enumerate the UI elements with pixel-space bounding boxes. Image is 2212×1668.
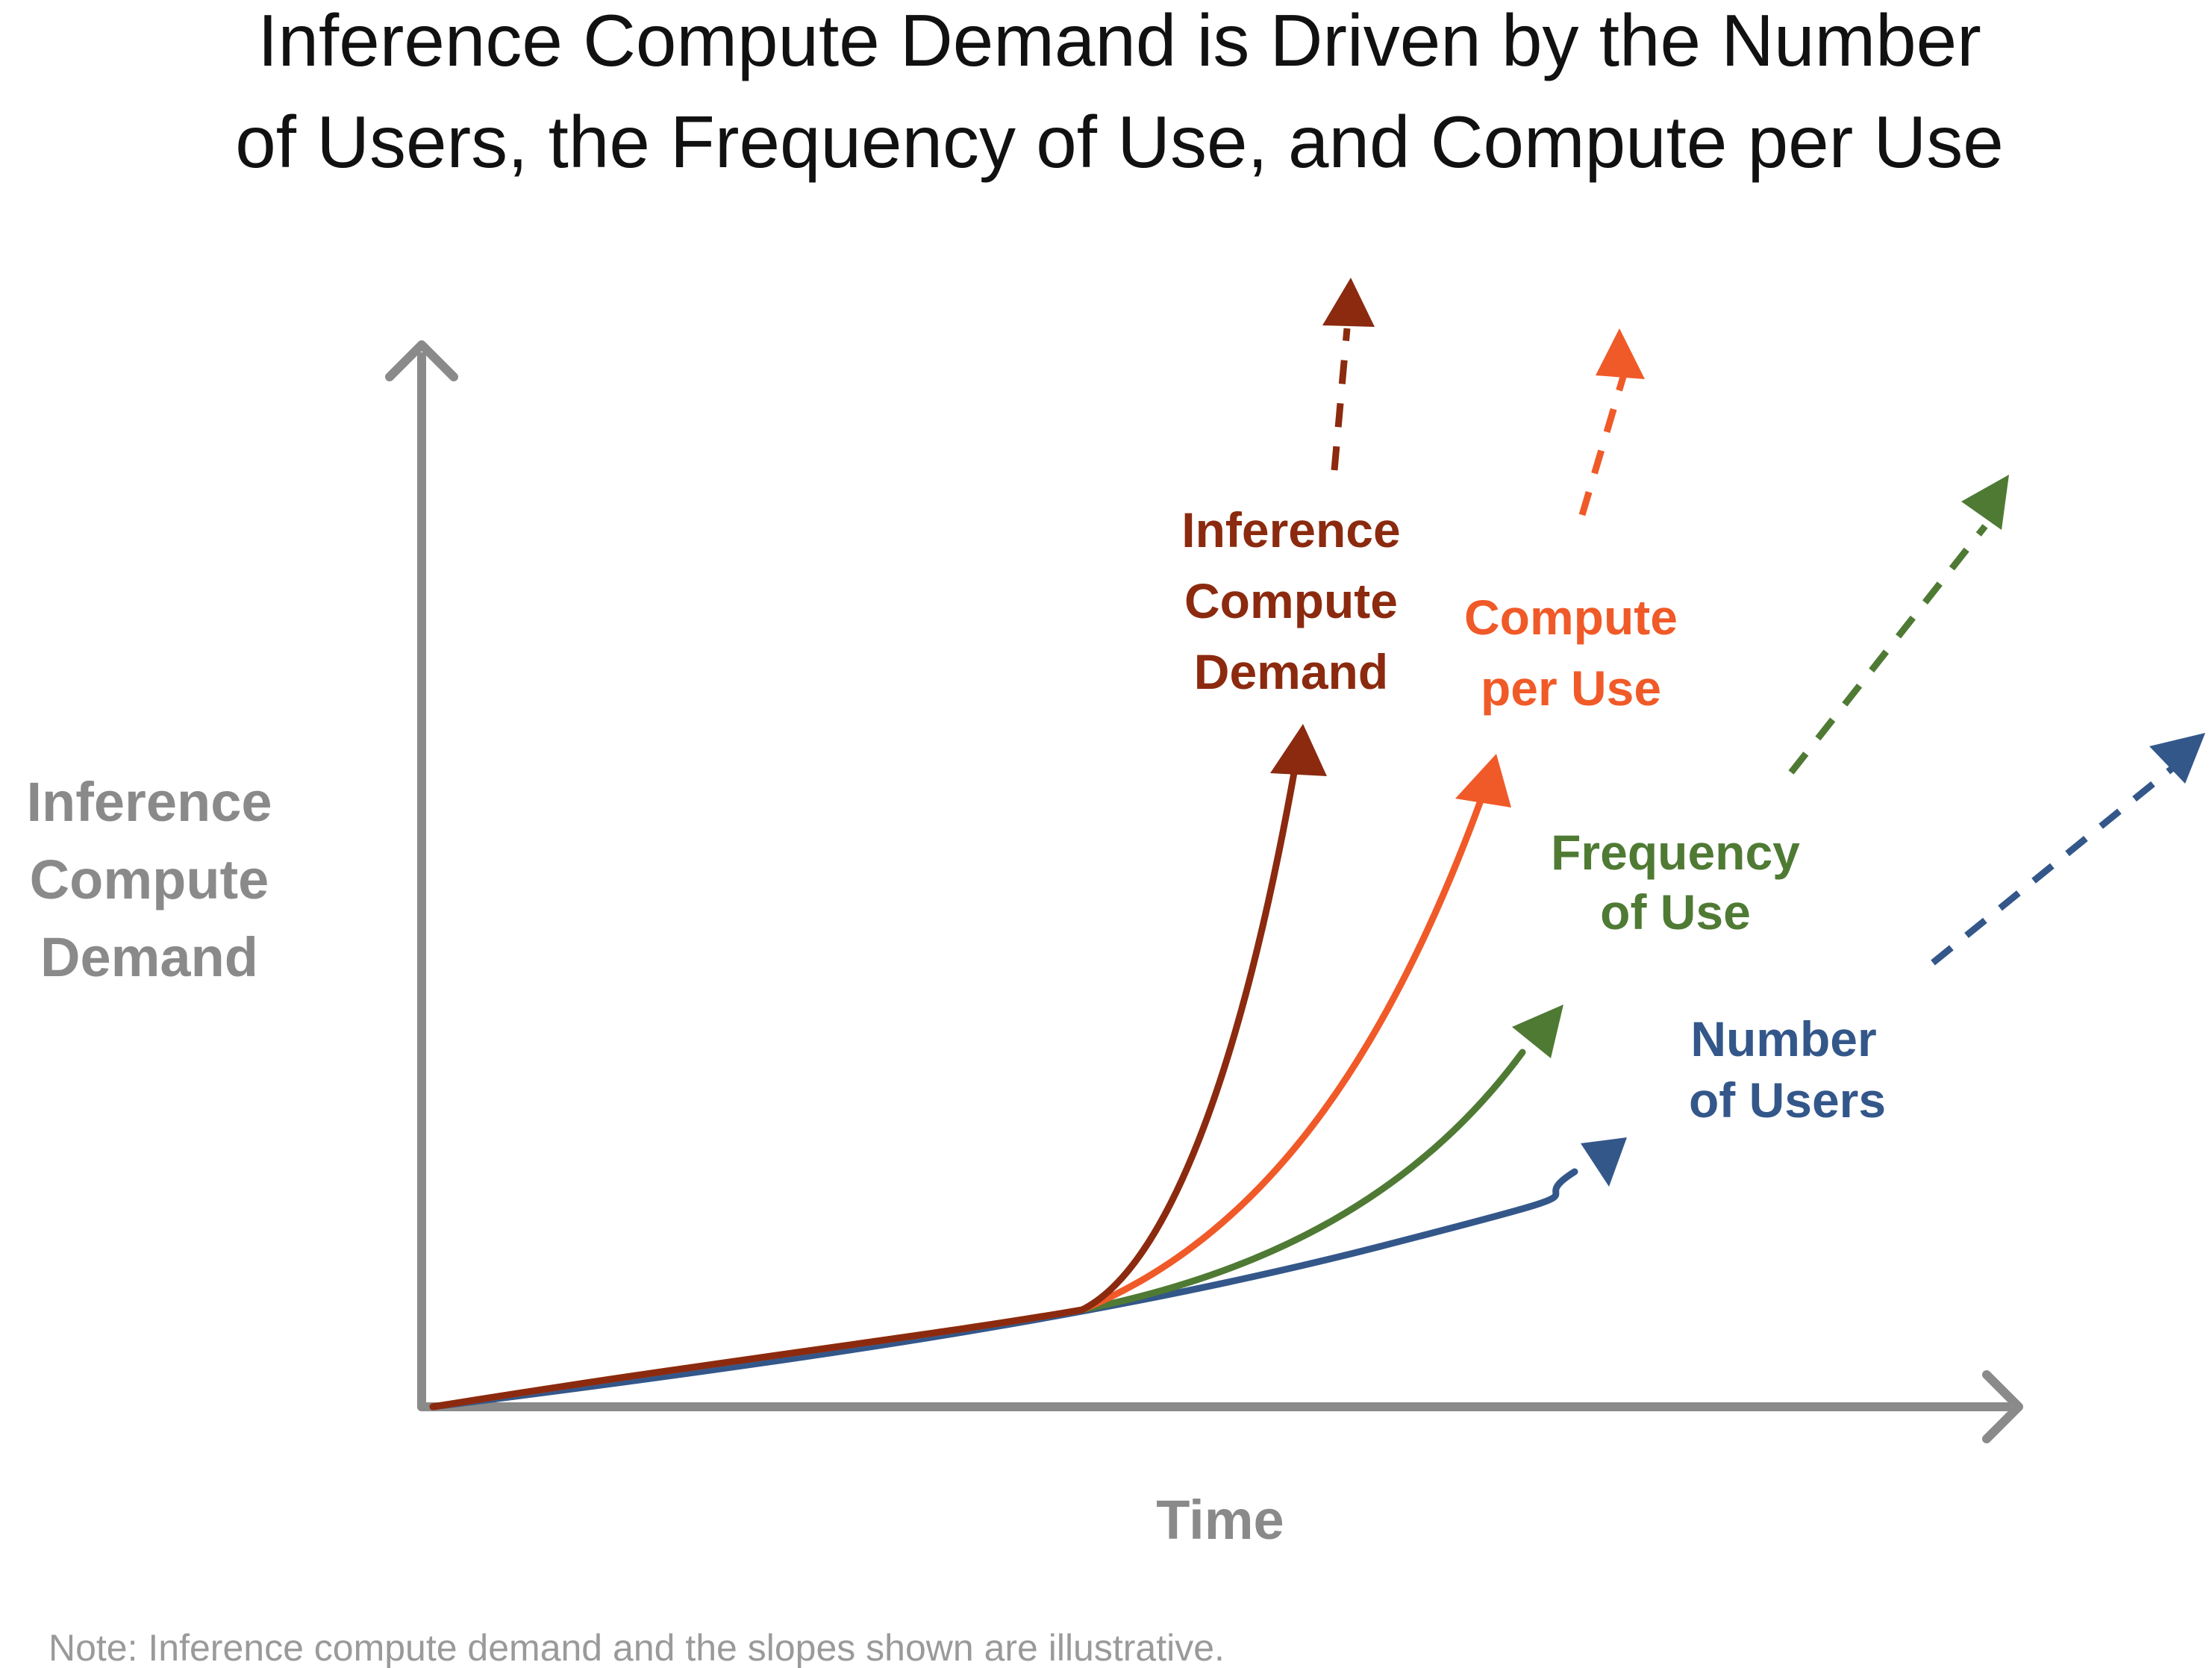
footnote: Note: Inference compute demand and the s… <box>49 1627 1225 1668</box>
y-axis-label-line-2: Compute <box>30 849 269 910</box>
title-line-1: Inference Compute Demand is Driven by th… <box>257 0 1981 81</box>
x-axis-label: Time <box>1156 1489 1284 1551</box>
compute-per-use-curve <box>429 795 1485 1411</box>
label-number-of-users-line-2: of Users <box>1689 1072 1886 1128</box>
number-of-users-projection <box>1931 766 2174 966</box>
chart-title: Inference Compute Demand is Driven by th… <box>235 0 2003 183</box>
label-compute-per-use-line-1: Compute <box>1464 590 1678 645</box>
compute-per-use-projection <box>1578 375 1627 516</box>
number-of-users-curve <box>429 1168 1578 1411</box>
label-compute-per-use-line-2: per Use <box>1481 660 1661 716</box>
label-inference-compute-demand-line-3: Demand <box>1194 644 1388 699</box>
frequency-of-use-arrowhead <box>1512 1005 1563 1058</box>
compute-per-use-projection-arrowhead <box>1596 328 1645 379</box>
inference-compute-demand-projection <box>1331 328 1351 471</box>
y-axis-label-line-3: Demand <box>40 926 258 988</box>
frequency-of-use-projection-arrowhead <box>1961 475 2009 530</box>
inference-compute-demand-curve <box>429 765 1299 1411</box>
y-axis-arrowhead <box>385 340 458 381</box>
label-number-of-users: Number of Users <box>1689 1011 1886 1128</box>
label-inference-compute-demand: Inference Compute Demand <box>1181 502 1400 699</box>
inference-compute-demand-projection-arrowhead <box>1322 278 1375 327</box>
number-of-users-projection-arrowhead <box>2149 733 2205 784</box>
number-of-users-arrowhead <box>1581 1137 1627 1187</box>
label-inference-compute-demand-line-1: Inference <box>1181 502 1400 557</box>
y-axis-label: Inference Compute Demand <box>26 771 272 988</box>
projection-arrowheads <box>1322 278 2205 784</box>
label-compute-per-use: Compute per Use <box>1464 590 1678 716</box>
label-number-of-users-line-1: Number <box>1690 1011 1876 1066</box>
compute-per-use-arrowhead <box>1455 754 1511 808</box>
frequency-of-use-curve <box>429 1049 1526 1411</box>
label-frequency-of-use-line-2: of Use <box>1600 884 1751 940</box>
growth-curves <box>429 724 1627 1411</box>
inference-compute-demand-arrowhead <box>1270 724 1327 776</box>
title-line-2: of Users, the Frequency of Use, and Comp… <box>235 101 2003 183</box>
label-frequency-of-use: Frequency of Use <box>1551 825 1800 940</box>
label-inference-compute-demand-line-2: Compute <box>1184 573 1398 628</box>
axes <box>385 340 2023 1443</box>
frequency-of-use-projection <box>1788 524 1988 775</box>
x-axis-arrowhead <box>1982 1370 2023 1443</box>
y-axis-label-line-1: Inference <box>26 771 272 833</box>
label-frequency-of-use-line-1: Frequency <box>1551 825 1800 880</box>
projection-arrows <box>1331 328 2174 966</box>
